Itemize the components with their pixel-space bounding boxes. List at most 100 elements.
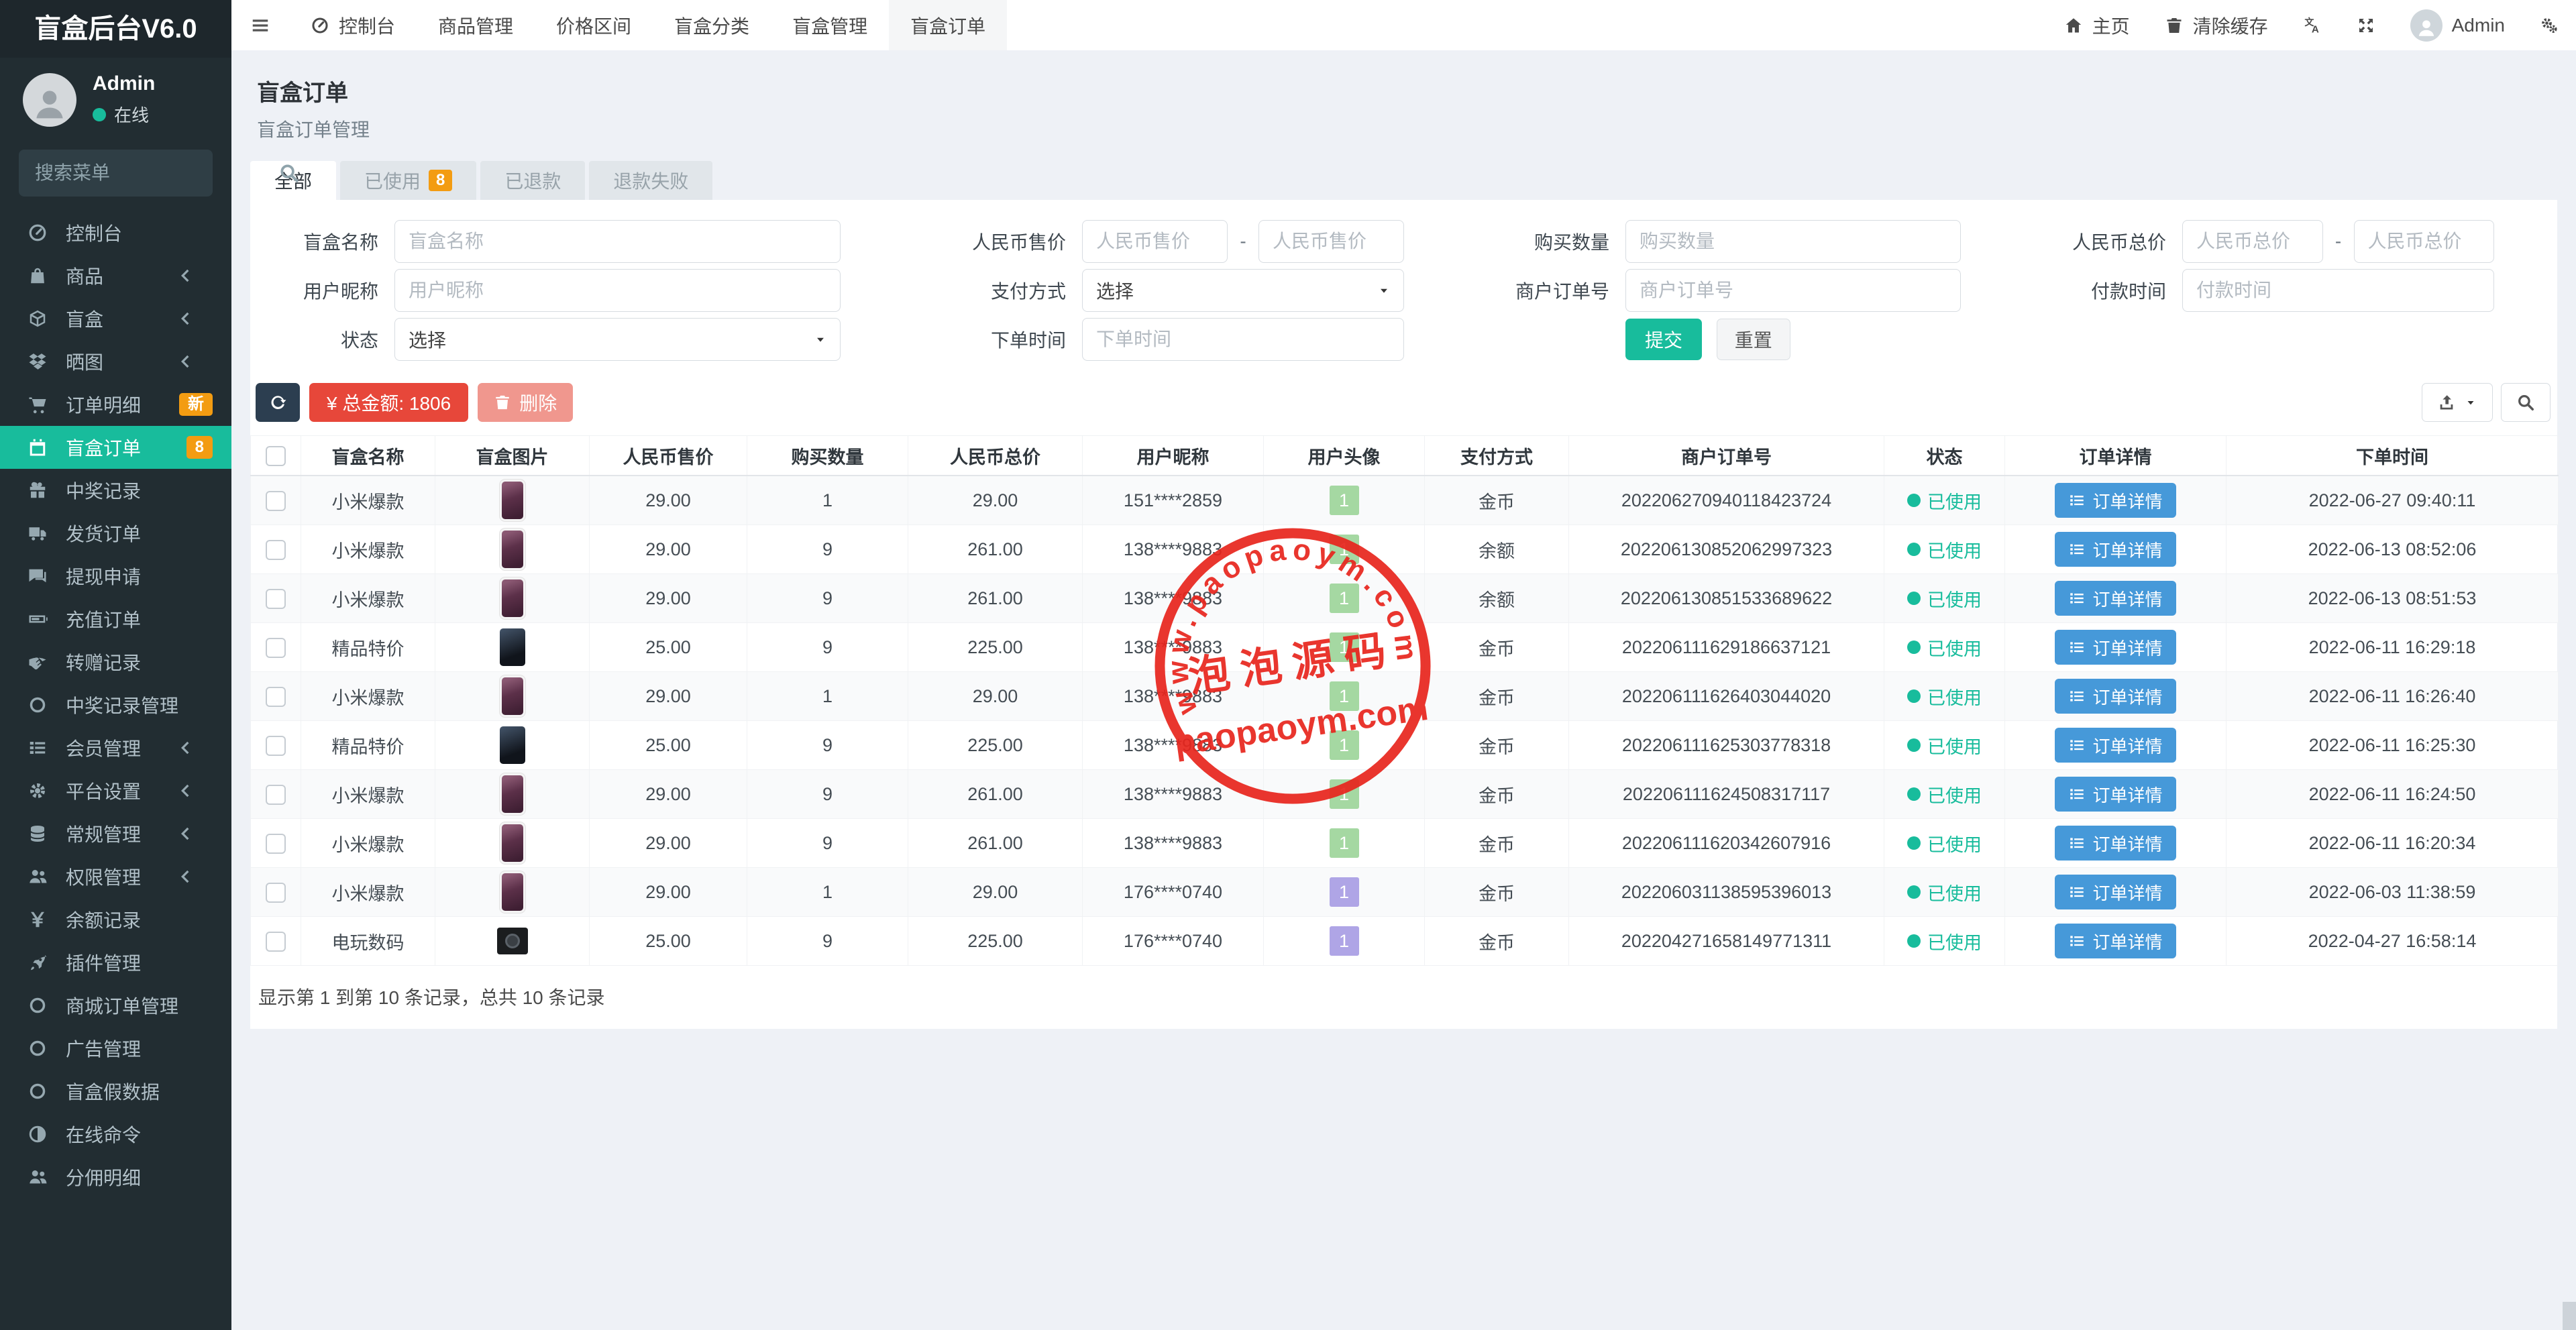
sidebar-item-21[interactable]: 在线命令 — [0, 1113, 231, 1156]
menu-toggle[interactable] — [231, 0, 289, 50]
row-checkbox[interactable] — [266, 539, 286, 560]
row-checkbox[interactable] — [266, 882, 286, 903]
sidebar-item-9[interactable]: 充值订单 — [0, 598, 231, 641]
order-detail-button[interactable]: 订单详情 — [2055, 728, 2176, 763]
topnav-item-5[interactable]: 盲盒订单 — [889, 0, 1008, 50]
cell-detail: 订单详情 — [2004, 475, 2226, 525]
order-detail-button[interactable]: 订单详情 — [2055, 875, 2176, 909]
gift-icon — [24, 480, 51, 500]
status-dot-icon — [1907, 836, 1921, 850]
sidebar-item-15[interactable]: 权限管理 — [0, 855, 231, 898]
fullscreen-button[interactable] — [2339, 0, 2393, 50]
settings-button[interactable] — [2522, 0, 2576, 50]
sidebar-item-13[interactable]: 平台设置 — [0, 769, 231, 812]
sidebar-item-label: 转赠记录 — [66, 653, 142, 673]
qty-input[interactable] — [1625, 220, 1961, 263]
search-toggle-button[interactable] — [2501, 383, 2551, 422]
row-checkbox[interactable] — [266, 735, 286, 756]
pay-time-input[interactable] — [2182, 269, 2494, 312]
cell-total: 225.00 — [908, 720, 1083, 770]
order-detail-button[interactable]: 订单详情 — [2055, 826, 2176, 861]
sidebar-item-18[interactable]: 商城订单管理 — [0, 984, 231, 1027]
export-button[interactable] — [2422, 383, 2493, 422]
sidebar-item-17[interactable]: 插件管理 — [0, 941, 231, 984]
refresh-button[interactable] — [256, 383, 300, 422]
sidebar-item-12[interactable]: 会员管理 — [0, 726, 231, 769]
order-detail-button[interactable]: 订单详情 — [2055, 532, 2176, 567]
delete-button[interactable]: 删除 — [478, 383, 574, 422]
sidebar-item-8[interactable]: 提现申请 — [0, 555, 231, 598]
cell-order-time: 2022-06-11 16:20:34 — [2226, 818, 2559, 868]
sidebar-item-4[interactable]: 订单明细 新 — [0, 383, 231, 426]
sidebar-item-0[interactable]: 控制台 — [0, 211, 231, 254]
sidebar-item-14[interactable]: 常规管理 — [0, 812, 231, 855]
truck-icon — [24, 523, 51, 543]
user-menu[interactable]: Admin — [2393, 0, 2522, 50]
order-detail-button[interactable]: 订单详情 — [2055, 630, 2176, 665]
cell-box-image — [435, 867, 590, 917]
cell-nickname: 138****9883 — [1082, 622, 1264, 672]
status-badge: 已使用 — [1907, 879, 1982, 905]
order-detail-button[interactable]: 订单详情 — [2055, 581, 2176, 616]
order-time-input[interactable] — [1082, 318, 1404, 361]
sidebar-item-5[interactable]: 盲盒订单 8 — [0, 426, 231, 469]
row-checkbox[interactable] — [266, 686, 286, 707]
row-checkbox[interactable] — [266, 588, 286, 609]
clear-cache-button[interactable]: 清除缓存 — [2147, 0, 2286, 50]
nick-input[interactable] — [394, 269, 841, 312]
order-detail-button[interactable]: 订单详情 — [2055, 777, 2176, 812]
cell-nickname: 138****9883 — [1082, 573, 1264, 623]
row-checkbox[interactable] — [266, 833, 286, 854]
pay-select[interactable]: 选择 — [1082, 269, 1404, 312]
price-max-input[interactable] — [1258, 220, 1404, 263]
sidebar-item-19[interactable]: 广告管理 — [0, 1027, 231, 1070]
order-detail-button[interactable]: 订单详情 — [2055, 679, 2176, 714]
reset-button[interactable]: 重置 — [1716, 319, 1790, 360]
sidebar-item-2[interactable]: 盲盒 — [0, 297, 231, 340]
sidebar-item-10[interactable]: 转赠记录 — [0, 641, 231, 683]
tab-2[interactable]: 已退款 — [480, 161, 586, 200]
sidebar-search-input[interactable] — [34, 162, 278, 184]
topnav-item-4[interactable]: 盲盒管理 — [771, 0, 889, 50]
topnav-item-0[interactable]: 控制台 — [289, 0, 417, 50]
cell-price: 29.00 — [589, 818, 747, 868]
row-checkbox[interactable] — [266, 490, 286, 511]
sidebar-item-3[interactable]: 晒图 — [0, 340, 231, 383]
topnav-item-1[interactable]: 商品管理 — [417, 0, 535, 50]
cell-pay-method: 金币 — [1424, 916, 1569, 966]
topnav-item-2[interactable]: 价格区间 — [535, 0, 653, 50]
search-icon[interactable] — [278, 162, 300, 184]
status-select[interactable]: 选择 — [394, 318, 841, 361]
sidebar-item-22[interactable]: 分佣明细 — [0, 1156, 231, 1199]
row-checkbox[interactable] — [266, 931, 286, 952]
row-checkbox[interactable] — [266, 784, 286, 805]
cell-pay-method: 金币 — [1424, 769, 1569, 819]
sidebar-item-16[interactable]: 余额记录 — [0, 898, 231, 941]
order-detail-button[interactable]: 订单详情 — [2055, 483, 2176, 518]
sidebar-item-11[interactable]: 中奖记录管理 — [0, 683, 231, 726]
submit-button[interactable]: 提交 — [1625, 319, 1702, 360]
order-detail-button[interactable]: 订单详情 — [2055, 924, 2176, 958]
price-min-input[interactable] — [1082, 220, 1228, 263]
tab-3[interactable]: 退款失败 — [589, 161, 713, 200]
total-min-input[interactable] — [2182, 220, 2323, 263]
box-name-input[interactable] — [394, 220, 841, 263]
total-max-input[interactable] — [2353, 220, 2494, 263]
sidebar-item-1[interactable]: 商品 — [0, 254, 231, 297]
home-link[interactable]: 主页 — [2047, 0, 2147, 50]
total-amount-button[interactable]: ¥ 总金额: 1806 — [309, 383, 469, 422]
sidebar-item-20[interactable]: 盲盒假数据 — [0, 1070, 231, 1113]
status-dot-icon — [1907, 494, 1921, 507]
order-detail-label: 订单详情 — [2092, 540, 2163, 561]
select-all-checkbox[interactable] — [266, 445, 286, 466]
tab-1[interactable]: 已使用 8 — [340, 161, 477, 200]
sidebar-item-7[interactable]: 发货订单 — [0, 512, 231, 555]
order-no-input[interactable] — [1625, 269, 1961, 312]
cell-box-image — [435, 622, 590, 672]
row-checkbox[interactable] — [266, 637, 286, 658]
sidebar-item-6[interactable]: 中奖记录 — [0, 469, 231, 512]
cell-box-name: 小米爆款 — [301, 671, 435, 721]
topnav-item-3[interactable]: 盲盒分类 — [653, 0, 771, 50]
